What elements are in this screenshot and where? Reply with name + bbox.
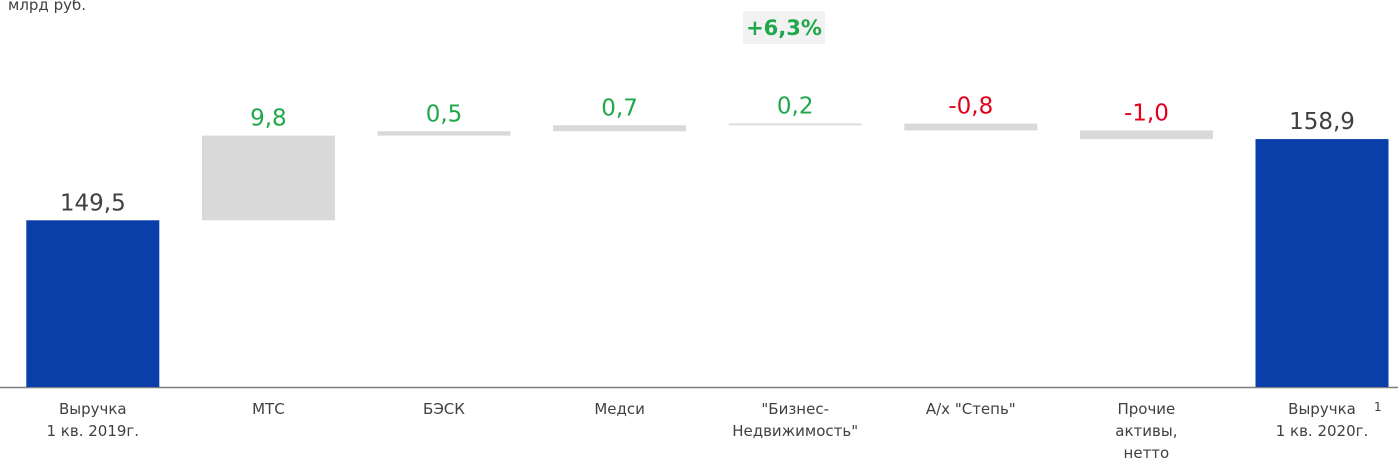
x-tick-label: "Бизнес- Недвижимость" bbox=[732, 400, 859, 440]
x-tick-label: А/х "Степь" bbox=[925, 400, 1016, 418]
total-bar bbox=[26, 220, 160, 387]
value-label: -0,8 bbox=[948, 94, 993, 120]
value-label: 149,5 bbox=[60, 190, 126, 216]
change-bar bbox=[728, 123, 862, 126]
x-tick-label: Прочие активы, нетто bbox=[1115, 400, 1178, 462]
x-tick-label: Медси bbox=[594, 400, 645, 418]
x-tick-label: МТС bbox=[252, 400, 285, 418]
value-label: 0,2 bbox=[777, 94, 814, 120]
value-label: 9,8 bbox=[250, 106, 287, 132]
x-tick-label: Выручка 1 кв. 2019г. bbox=[46, 400, 140, 440]
footnote-mark: 1 bbox=[1374, 400, 1382, 414]
x-tick-label: БЭСК bbox=[423, 400, 465, 418]
change-bar bbox=[904, 123, 1038, 131]
x-tick-label: Выручка 1 кв. 2020г. bbox=[1275, 400, 1369, 440]
change-bar bbox=[377, 131, 511, 136]
annotation: +6,3% bbox=[746, 16, 822, 40]
value-label: 0,5 bbox=[426, 101, 463, 127]
change-bar bbox=[553, 125, 687, 132]
value-label: -1,0 bbox=[1124, 100, 1169, 126]
value-label: 0,7 bbox=[601, 95, 638, 121]
change-bar bbox=[1079, 130, 1213, 140]
value-label: 158,9 bbox=[1289, 109, 1355, 135]
total-bar bbox=[1255, 139, 1389, 387]
annotation-box bbox=[743, 11, 825, 44]
unit-label: млрд руб. bbox=[8, 0, 86, 14]
change-bar bbox=[201, 135, 335, 221]
